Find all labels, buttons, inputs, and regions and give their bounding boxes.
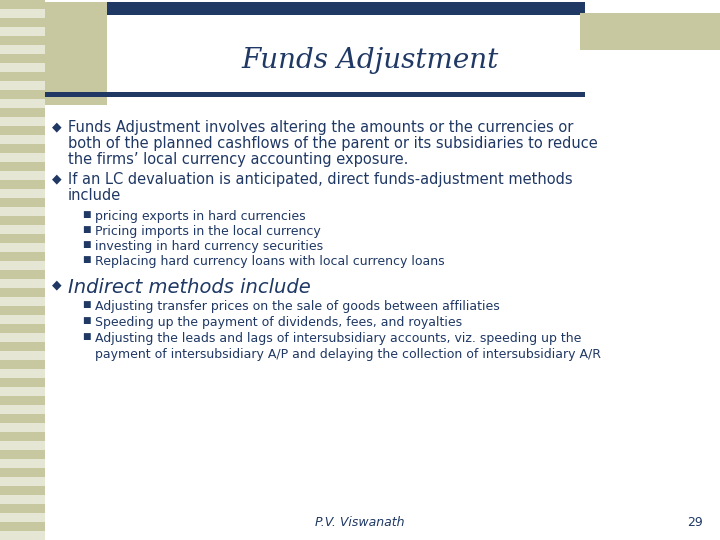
Text: ◆: ◆ (52, 278, 62, 291)
Bar (0, 495, 45, 504)
Text: ■: ■ (82, 255, 91, 264)
Text: ■: ■ (82, 300, 91, 309)
Text: ■: ■ (82, 210, 91, 219)
Bar (45, 2, 107, 105)
Bar (0, 207, 45, 216)
Bar (0, 171, 45, 180)
Bar (0, 387, 45, 396)
Text: If an LC devaluation is anticipated, direct funds-adjustment methods: If an LC devaluation is anticipated, dir… (68, 172, 572, 187)
Text: investing in hard currency securities: investing in hard currency securities (95, 240, 323, 253)
Bar (45, 2, 585, 15)
Bar (0, 477, 45, 486)
Bar (0, 99, 45, 108)
Bar (0, 9, 45, 18)
Bar (0, 297, 45, 306)
Bar (0, 459, 45, 468)
Bar (580, 13, 720, 50)
Bar (0, 261, 45, 270)
Bar (0, 279, 45, 288)
Bar (0, 117, 45, 126)
Bar (0, 225, 45, 234)
Text: 29: 29 (687, 516, 703, 529)
Text: Speeding up the payment of dividends, fees, and royalties: Speeding up the payment of dividends, fe… (95, 316, 462, 329)
Text: ◆: ◆ (52, 172, 62, 185)
Bar (0, 189, 45, 198)
Bar (0, 153, 45, 162)
Bar (0, 0, 45, 540)
Text: Funds Adjustment involves altering the amounts or the currencies or: Funds Adjustment involves altering the a… (68, 120, 573, 135)
Text: Adjusting the leads and lags of intersubsidiary accounts, viz. speeding up the: Adjusting the leads and lags of intersub… (95, 332, 581, 345)
Text: Adjusting transfer prices on the sale of goods between affiliaties: Adjusting transfer prices on the sale of… (95, 300, 500, 313)
Bar (0, 243, 45, 252)
Bar (0, 513, 45, 522)
Bar (0, 369, 45, 378)
Bar (0, 405, 45, 414)
Text: ■: ■ (82, 332, 91, 341)
Bar (0, 45, 45, 54)
Text: Pricing imports in the local currency: Pricing imports in the local currency (95, 225, 320, 238)
Text: include: include (68, 188, 121, 203)
Text: Replacing hard currency loans with local currency loans: Replacing hard currency loans with local… (95, 255, 445, 268)
Bar (0, 135, 45, 144)
Text: both of the planned cashflows of the parent or its subsidiaries to reduce: both of the planned cashflows of the par… (68, 136, 598, 151)
Text: pricing exports in hard currencies: pricing exports in hard currencies (95, 210, 305, 223)
Bar (0, 333, 45, 342)
Bar (0, 315, 45, 324)
Text: ■: ■ (82, 240, 91, 249)
Bar (0, 63, 45, 72)
Text: ■: ■ (82, 225, 91, 234)
Bar (0, 441, 45, 450)
Bar (0, 27, 45, 36)
Text: ■: ■ (82, 316, 91, 325)
Bar (45, 92, 585, 97)
Bar (0, 531, 45, 540)
Text: the firms’ local currency accounting exposure.: the firms’ local currency accounting exp… (68, 152, 408, 167)
Bar (0, 81, 45, 90)
Bar (0, 423, 45, 432)
Bar (0, 351, 45, 360)
Text: Indirect methods include: Indirect methods include (68, 278, 311, 297)
Text: P.V. Viswanath: P.V. Viswanath (315, 516, 405, 529)
Text: Funds Adjustment: Funds Adjustment (241, 46, 499, 73)
Text: ◆: ◆ (52, 120, 62, 133)
Text: payment of intersubsidiary A/P and delaying the collection of intersubsidiary A/: payment of intersubsidiary A/P and delay… (95, 348, 601, 361)
